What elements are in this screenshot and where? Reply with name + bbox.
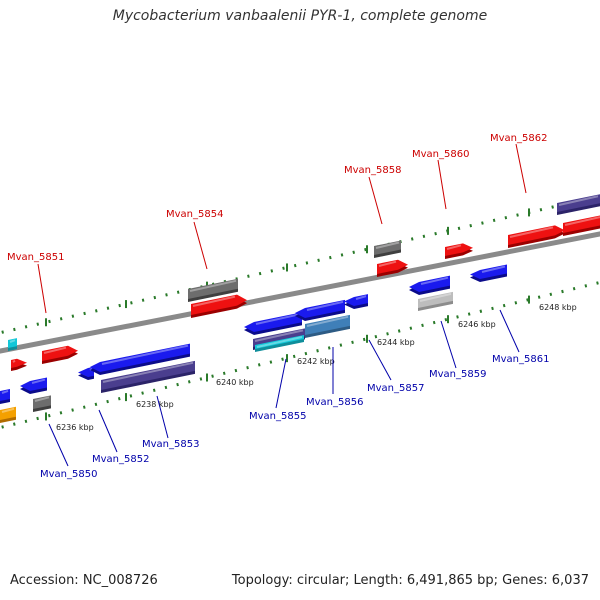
genome-backbone (0, 231, 600, 354)
scale-labels: 6236 kbp 6238 kbp 6240 kbp 6242 kbp 6244… (56, 303, 577, 432)
scale-label-6236: 6236 kbp (56, 423, 94, 432)
label-mvan-5856: Mvan_5856 (306, 397, 363, 408)
label-mvan-5851: Mvan_5851 (7, 252, 64, 263)
label-mvan-5861: Mvan_5861 (492, 354, 549, 365)
scale-label-6246: 6246 kbp (458, 320, 496, 329)
label-mvan-5853: Mvan_5853 (142, 439, 199, 450)
scale-label-6238: 6238 kbp (136, 400, 174, 409)
gene-red-5 (508, 225, 565, 245)
gene-red-small (11, 358, 27, 368)
gene-blue-6 (344, 294, 368, 306)
gene-lightgray-1 (418, 291, 453, 308)
gene-blue-4 (244, 312, 302, 332)
scale-label-6242: 6242 kbp (297, 357, 335, 366)
label-mvan-5852: Mvan_5852 (92, 454, 149, 465)
accession-text: Accession: NC_008726 (10, 573, 158, 588)
gene-blue-7 (409, 275, 450, 292)
gene-steel-1 (305, 314, 350, 335)
gene-orange-edge (0, 406, 16, 420)
genome-summary-text: Topology: circular; Length: 6,491,865 bp… (231, 573, 589, 588)
scale-label-6244: 6244 kbp (377, 338, 415, 347)
gene-red-6 (563, 215, 600, 233)
gene-gray-3 (33, 395, 51, 409)
label-mvan-5857: Mvan_5857 (367, 383, 424, 394)
gene-blue-1 (20, 377, 47, 391)
gene-cyan-2 (255, 335, 304, 349)
gene-cyan-1 (8, 338, 17, 348)
label-mvan-5860: Mvan_5860 (412, 149, 469, 160)
gene-features (0, 194, 600, 423)
gene-gray-1 (188, 278, 238, 299)
gene-blue-edge (0, 388, 10, 401)
gene-gray-2 (374, 240, 401, 255)
label-mvan-5862: Mvan_5862 (490, 133, 547, 144)
scale-label-6248: 6248 kbp (539, 303, 577, 312)
gene-red-4 (445, 243, 473, 256)
gene-blue-2 (78, 366, 94, 377)
tick-tracks (0, 194, 600, 430)
gene-navy-2 (253, 328, 305, 347)
gene-navy-top (557, 194, 600, 212)
label-mvan-5854: Mvan_5854 (166, 209, 223, 220)
gene-labels: Mvan_5851 Mvan_5854 Mvan_5858 Mvan_5860 … (7, 133, 549, 480)
gene-leaders (37, 143, 527, 467)
scale-label-6240: 6240 kbp (216, 378, 254, 387)
gene-red-2 (191, 294, 247, 315)
gene-blue-8 (470, 264, 507, 279)
gene-blue-3 (90, 343, 190, 372)
label-mvan-5855: Mvan_5855 (249, 411, 306, 422)
label-mvan-5858: Mvan_5858 (344, 165, 401, 176)
label-mvan-5859: Mvan_5859 (429, 369, 486, 380)
gene-red-1 (42, 345, 78, 361)
label-mvan-5850: Mvan_5850 (40, 469, 97, 480)
gene-red-3 (377, 259, 408, 274)
gene-blue-5 (295, 299, 345, 318)
gene-navy-1 (101, 360, 195, 390)
map-title: Mycobacterium vanbaalenii PYR-1, complet… (112, 8, 488, 24)
